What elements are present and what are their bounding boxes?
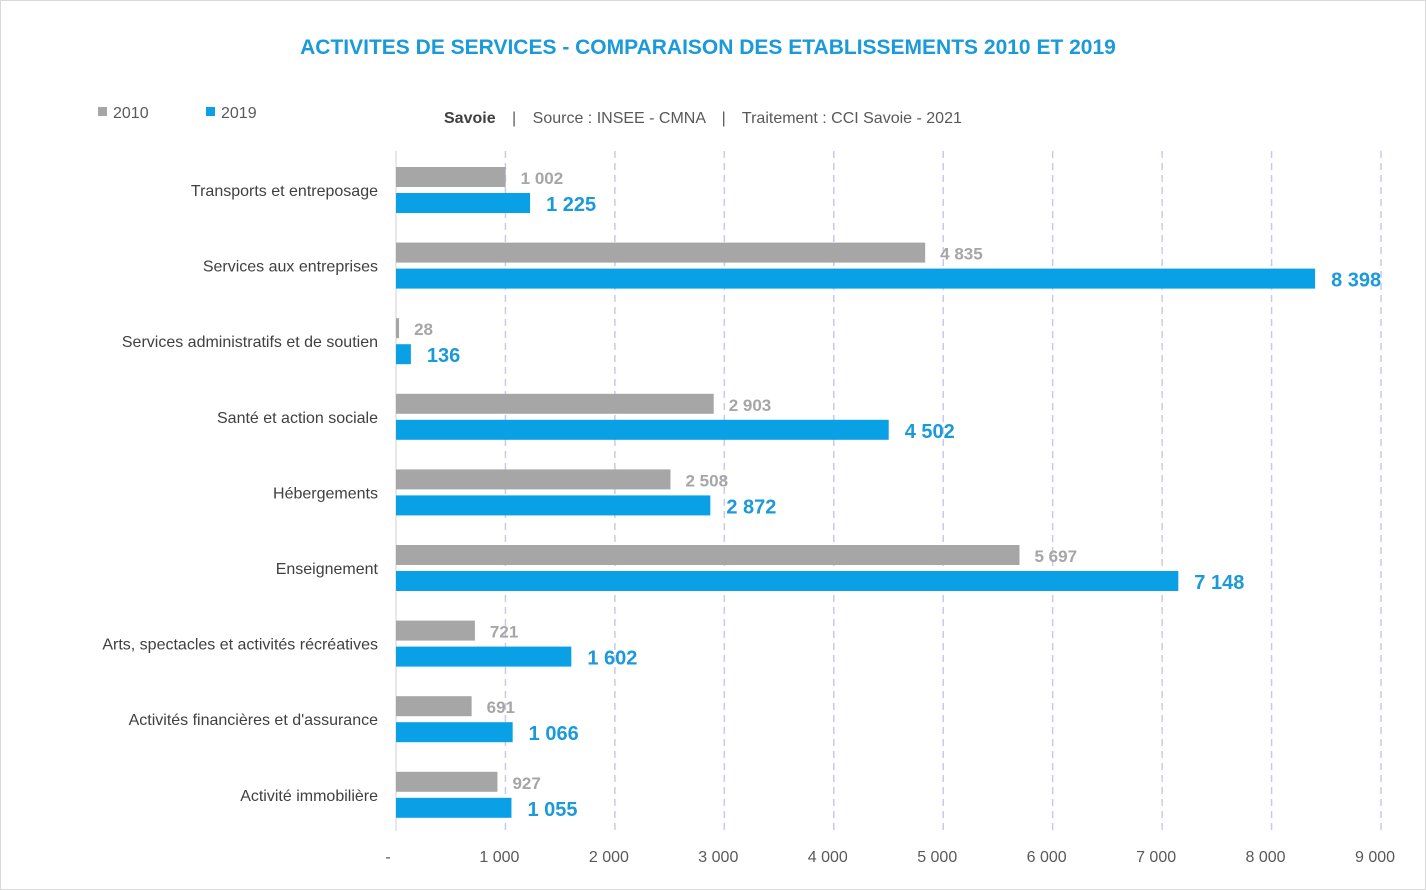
- value-label-2019: 1 055: [527, 799, 577, 821]
- x-tick-label: 6 000: [1027, 849, 1067, 866]
- value-label-2010: 2 903: [729, 396, 772, 415]
- legend-label-2010: 2010: [113, 105, 149, 122]
- value-label-2019: 2 872: [726, 496, 776, 518]
- bar-2010: [396, 242, 926, 263]
- legend: 2010 2019: [98, 105, 257, 122]
- chart-title: ACTIVITES DE SERVICES - COMPARAISON DES …: [300, 36, 1116, 59]
- value-label-2010: 28: [414, 320, 433, 339]
- x-tick-label: 9 000: [1355, 849, 1395, 866]
- bar-2019: [396, 268, 1316, 289]
- legend-swatch-2010: [98, 107, 107, 116]
- x-tick-label: 5 000: [917, 849, 957, 866]
- value-label-2019: 1 225: [546, 194, 596, 216]
- value-label-2019: 1 602: [587, 648, 637, 670]
- bar-2019: [396, 495, 711, 516]
- subtitle-separator-1: |: [512, 110, 516, 127]
- bar-2019: [396, 193, 531, 213]
- bar-2010: [396, 469, 671, 490]
- value-label-2010: 1 002: [521, 169, 564, 188]
- value-label-2010: 5 697: [1035, 547, 1078, 566]
- bar-2010: [396, 318, 400, 339]
- category-label: Services administratifs et de soutien: [122, 334, 378, 351]
- legend-label-2019: 2019: [221, 105, 257, 122]
- category-label: Hébergements: [273, 485, 378, 502]
- bar-2010: [396, 771, 498, 792]
- x-tick-label: 3 000: [698, 849, 738, 866]
- bar-2019: [396, 344, 411, 365]
- bar-2010: [396, 545, 1020, 565]
- value-label-2019: 4 502: [905, 421, 955, 443]
- bar-2019: [396, 419, 889, 440]
- x-axis-ticks: - 1 000 2 000 3 000 4 000 5 000 6 000 7 000 8 00…: [385, 849, 1395, 866]
- subtitle-separator-2: |: [722, 110, 726, 127]
- gridlines: [395, 151, 1382, 831]
- bar-2010: [396, 696, 472, 717]
- x-tick-label: 2 000: [589, 849, 629, 866]
- bar-2019: [396, 571, 1179, 591]
- value-label-2010: 2 508: [685, 471, 728, 490]
- category-label: Enseignement: [276, 561, 379, 578]
- value-label-2010: 721: [490, 623, 518, 642]
- x-tick-label: 1 000: [479, 849, 519, 866]
- value-label-2019: 8 398: [1331, 270, 1381, 292]
- bar-2010: [396, 393, 714, 414]
- bar-2019: [396, 646, 572, 667]
- category-label: Services aux entreprises: [203, 259, 378, 276]
- bar-2010: [396, 167, 506, 187]
- category-labels: Transports et entreposage Services aux en…: [102, 183, 378, 805]
- value-label-2010: 691: [487, 698, 515, 717]
- value-label-2019: 136: [427, 345, 460, 367]
- bar-2019: [396, 722, 513, 743]
- value-label-2010: 927: [512, 774, 540, 793]
- category-label: Activité immobilière: [240, 788, 378, 805]
- bars: 1 002 1 225 4 835 8 398 28 136 2 903 4 502 2 508…: [396, 167, 1381, 821]
- subtitle-region: Savoie: [444, 110, 496, 127]
- subtitle-source: Source : INSEE - CMNA: [533, 110, 707, 127]
- category-label: Transports et entreposage: [191, 183, 378, 200]
- subtitle-processing: Traitement : CCI Savoie - 2021: [742, 110, 962, 127]
- value-label-2019: 1 066: [529, 723, 579, 745]
- bar-2019: [396, 797, 512, 818]
- category-label: Activités financières et d'assurance: [129, 712, 379, 729]
- value-label-2010: 4 835: [940, 245, 983, 264]
- legend-swatch-2019: [206, 107, 215, 116]
- x-tick-label: -: [385, 849, 390, 866]
- x-tick-label: 8 000: [1246, 849, 1286, 866]
- category-label: Arts, spectacles et activités récréative…: [102, 637, 378, 654]
- value-label-2019: 7 148: [1194, 572, 1244, 594]
- category-label: Santé et action sociale: [217, 410, 378, 427]
- x-tick-label: 7 000: [1136, 849, 1176, 866]
- x-tick-label: 4 000: [808, 849, 848, 866]
- chart-subtitle: Savoie | Source : INSEE - CMNA | Traitem…: [444, 110, 962, 127]
- bar-2010: [396, 620, 475, 641]
